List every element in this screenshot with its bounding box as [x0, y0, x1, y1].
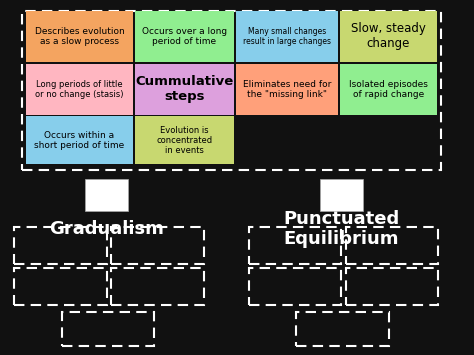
Text: Punctuated
Equilibrium: Punctuated Equilibrium	[283, 209, 400, 248]
Text: Evolution is
concentrated
in events: Evolution is concentrated in events	[156, 126, 212, 155]
FancyBboxPatch shape	[320, 179, 363, 211]
Text: Isolated episodes
of rapid change: Isolated episodes of rapid change	[349, 80, 428, 99]
FancyBboxPatch shape	[85, 179, 128, 211]
Text: Slow, steady
change: Slow, steady change	[351, 22, 426, 50]
FancyBboxPatch shape	[340, 64, 437, 115]
Text: Describes evolution
as a slow process: Describes evolution as a slow process	[35, 27, 124, 46]
Text: Occurs over a long
period of time: Occurs over a long period of time	[142, 27, 227, 46]
FancyBboxPatch shape	[135, 11, 234, 62]
Text: Many small changes
result in large changes: Many small changes result in large chang…	[243, 27, 331, 46]
Text: Occurs within a
short period of time: Occurs within a short period of time	[34, 131, 125, 150]
FancyBboxPatch shape	[26, 116, 133, 164]
Text: Long periods of little
or no change (stasis): Long periods of little or no change (sta…	[35, 80, 124, 99]
FancyBboxPatch shape	[236, 64, 338, 115]
FancyBboxPatch shape	[26, 64, 133, 115]
FancyBboxPatch shape	[135, 64, 234, 115]
FancyBboxPatch shape	[236, 11, 338, 62]
Text: Cummulative
steps: Cummulative steps	[135, 75, 234, 103]
Text: Gradualism: Gradualism	[49, 220, 164, 238]
FancyBboxPatch shape	[135, 116, 234, 164]
FancyBboxPatch shape	[340, 11, 437, 62]
FancyBboxPatch shape	[26, 11, 133, 62]
Text: Eliminates need for
the "missing link": Eliminates need for the "missing link"	[243, 80, 331, 99]
